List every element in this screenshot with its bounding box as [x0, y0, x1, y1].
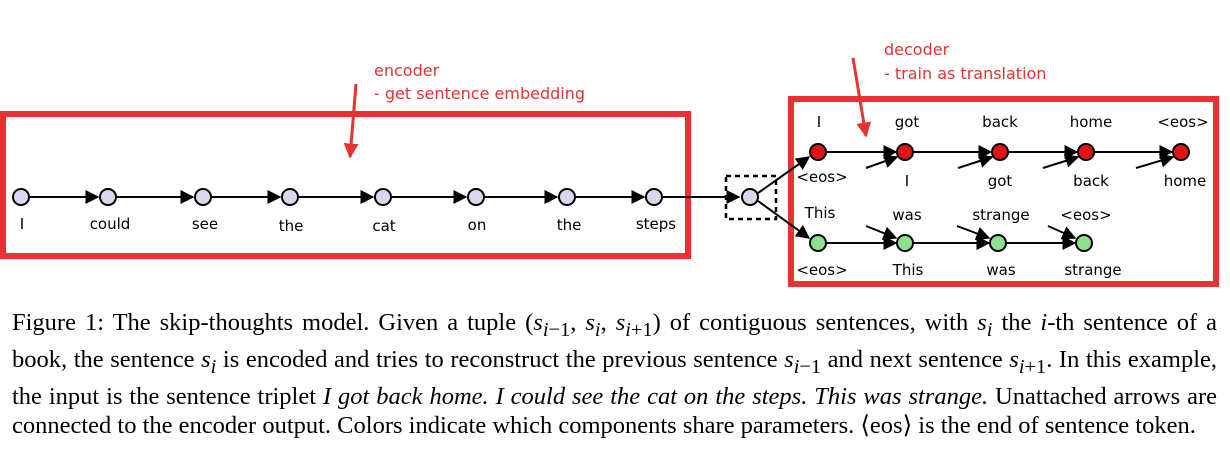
next-decoder-node	[989, 234, 1007, 252]
encoder-node	[467, 188, 485, 206]
next-decoder-chain: This was strange <eos> <eos> This was st…	[796, 204, 1121, 279]
embedding-node	[741, 188, 759, 206]
prev-decoder-node	[1077, 143, 1095, 161]
prev-decoder-input: back	[1073, 172, 1109, 190]
encoder-token: cat	[372, 217, 395, 235]
prev-decoder-chain: I got back home <eos> <eos> I got back h…	[796, 113, 1208, 190]
prev-decoder-output: I	[817, 113, 821, 131]
next-decoder-input: This	[892, 261, 924, 279]
prev-decoder-node	[896, 143, 914, 161]
next-decoder-node	[1075, 234, 1093, 252]
embedding-to-next-decoder	[757, 200, 811, 239]
encoder-node	[374, 188, 392, 206]
prev-decoder-output: got	[895, 113, 920, 131]
prev-decoder-input: got	[988, 172, 1013, 190]
encoder-token: I	[20, 215, 24, 233]
encoder-token: the	[557, 216, 582, 234]
next-decoder-output: was	[892, 206, 921, 224]
encoder-node	[99, 188, 117, 206]
encoder-node	[645, 188, 663, 206]
next-decoder-input: was	[986, 261, 1015, 279]
decoder-pointer-arrow	[851, 57, 872, 138]
prev-decoder-node	[1172, 143, 1190, 161]
next-decoder-input: strange	[1064, 261, 1121, 279]
skip-thoughts-diagram: encoder - get sentence embedding decoder…	[0, 40, 1219, 287]
encoder-annotation-note: - get sentence embedding	[374, 84, 585, 103]
encoder-node	[281, 188, 299, 206]
prev-decoder-input: <eos>	[796, 168, 847, 186]
next-decoder-node	[896, 234, 914, 252]
encoder-token: on	[468, 216, 487, 234]
decoder-annotation-note: - train as translation	[884, 64, 1046, 83]
encoder-box	[0, 111, 691, 259]
embedding-dashed-box	[724, 174, 778, 221]
next-decoder-output: This	[804, 204, 836, 222]
prev-decoder-input: I	[905, 172, 909, 190]
encoder-token: the	[279, 217, 304, 235]
next-decoder-output: <eos>	[1060, 206, 1111, 224]
encoder-node	[194, 188, 212, 206]
decoder-annotation-title: decoder	[884, 40, 950, 59]
next-decoder-node	[809, 234, 827, 252]
encoder-annotation-title: encoder	[374, 61, 440, 80]
example-triplet: I got back home. I could see the cat on …	[322, 382, 989, 410]
embedding-to-prev-decoder	[757, 156, 811, 194]
encoder-node	[12, 188, 30, 206]
next-decoder-output: strange	[972, 206, 1029, 224]
encoder-token: see	[192, 215, 218, 233]
figure-caption: Figure 1: The skip-thoughts model. Given…	[12, 309, 1218, 439]
encoder-token: steps	[636, 215, 676, 233]
prev-decoder-output: back	[982, 113, 1018, 131]
prev-decoder-node	[809, 143, 827, 161]
prev-decoder-output: home	[1070, 113, 1113, 131]
prev-decoder-node	[991, 143, 1009, 161]
encoder-token: could	[90, 215, 131, 233]
encoder-pointer-arrow	[343, 83, 359, 159]
decoder-box	[788, 96, 1219, 287]
encoder-chain: I could see the cat on the steps	[12, 188, 741, 235]
prev-decoder-input: home	[1164, 172, 1207, 190]
encoder-node	[558, 188, 576, 206]
prev-decoder-output: <eos>	[1157, 113, 1208, 131]
next-decoder-input: <eos>	[796, 261, 847, 279]
